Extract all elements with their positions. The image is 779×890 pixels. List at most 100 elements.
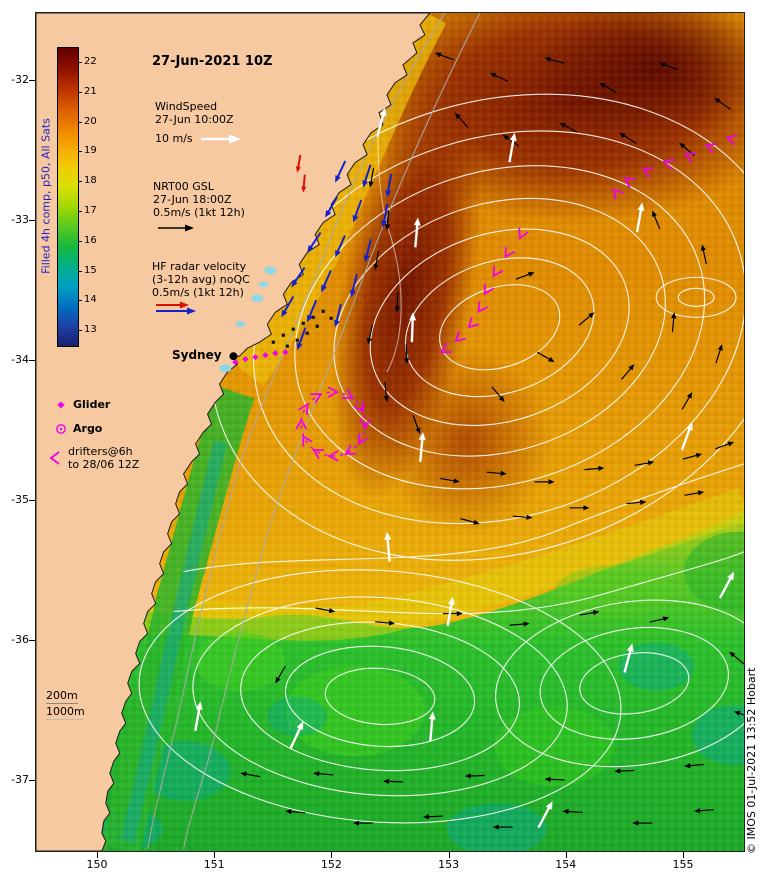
drifter-chevron [310,393,323,404]
current-arrow [614,768,635,774]
legend-gsl-line2: 27-Jun 18:00Z [153,193,232,206]
legend-gsl-line3: 0.5m/s (1kt 12h) [153,206,245,219]
colorbar-tick-label: 16 [84,234,97,246]
drifter-chevron [454,330,467,342]
y-axis-tick-label: -36 [11,633,29,646]
colorbar-tick-mark [78,181,82,183]
x-axis-tick-mark [565,852,567,858]
current-arrow [715,441,735,450]
glider-black-dot [305,331,309,335]
glider-black-dot [295,338,299,342]
drifter-chevron [344,444,356,455]
current-arrow [275,665,286,684]
current-arrow [579,610,600,616]
drifter-chevron [312,449,325,460]
glider-black-dot [315,324,319,328]
current-arrow [383,778,403,784]
legend-wind-line3: 10 m/s [155,132,193,145]
current-arrow [384,210,391,231]
drifter-chevron [704,142,717,154]
glider-black-dot [271,340,275,344]
current-arrow [681,392,693,410]
current-arrow [375,620,395,626]
legend-argo: Argo [55,422,102,435]
current-arrow [315,607,336,614]
current-arrow [544,56,564,64]
x-axis-tick-mark [448,852,450,858]
current-arrow [626,499,647,505]
x-axis-tick-label: 153 [438,858,460,871]
current-arrow [509,621,530,627]
bathymetry-contours [147,13,481,850]
colorbar-tick-mark [78,151,82,153]
glider-black-dot [311,315,315,319]
wind-arrow [446,596,455,627]
current-arrow [368,167,375,188]
current-arrow [734,710,744,719]
legend-gsl-line1: NRT00 GSL [153,180,214,193]
drifter-chevron [358,433,369,446]
y-axis-tick-label: -34 [11,353,29,366]
current-arrow [285,809,306,815]
x-axis-tick-label: 154 [555,858,577,871]
current-arrow [634,460,655,466]
current-arrow [584,465,605,472]
depth-200-label: 200m [46,689,78,702]
current-arrow [489,72,509,82]
colorbar-tick-label: 15 [84,264,97,276]
colorbar-tick-label: 14 [84,294,97,306]
current-arrow [353,820,374,826]
glider-black-dot [285,344,289,348]
y-axis-tick-label: -37 [11,773,29,786]
argo-icon [56,423,66,434]
drifter-chevron [295,418,308,430]
legend-glider: Glider [55,398,110,411]
current-arrow [454,112,469,128]
current-arrow [649,616,670,623]
glider-black-dot [291,327,295,331]
drifter-chevron [483,283,494,296]
drifter-chevron [504,246,515,259]
drifter-chevron [297,403,309,415]
current-arrow [434,52,454,61]
current-arrow [404,344,410,365]
hf-arrow-blue [333,303,342,328]
glider-icon [57,400,65,409]
hf-arrow-blue [307,299,318,323]
wind-arrow [289,721,304,749]
hf-arrow-blue [385,173,393,198]
drifter-chevron [439,342,452,354]
x-axis-tick-label: 151 [203,858,225,871]
hf-arrow-blue [352,199,363,223]
drifter-chevron [353,401,365,414]
map-area [35,12,745,852]
legend-argo-label: Argo [73,422,103,435]
wind-arrow [409,312,417,343]
legend-drifters-line2: to 28/06 12Z [68,458,140,471]
copyright: © IMOS 01-Jul-2021 13:52 Hobart [745,667,758,854]
land-mass [36,13,431,851]
current-arrow [512,514,533,520]
current-arrow [383,382,389,403]
drifter-chevron [302,434,313,447]
hf-arrow-blue [281,296,295,318]
hf-arrow-blue [381,203,389,228]
glider-track-black-dots [271,309,333,348]
glider-black-dot [321,309,325,313]
current-arrow [460,518,480,525]
colorbar-tick-mark [78,91,82,93]
hf-arrow-blue [291,266,306,288]
sydney-label: Sydney [172,348,222,362]
drifter-chevron [683,152,696,163]
hf-radar-arrows-blue [281,160,393,351]
colorbar-tick-mark [78,61,82,63]
wind-arrow-icon [200,134,241,143]
current-arrow [562,808,583,815]
x-axis-tick-label: 155 [672,858,694,871]
drifter-chevron [725,134,738,146]
sydney-city-dot [229,352,238,361]
depth-1000-label: 1000m [46,705,85,718]
y-axis-tick-mark [29,80,35,81]
current-arrow [422,814,443,820]
